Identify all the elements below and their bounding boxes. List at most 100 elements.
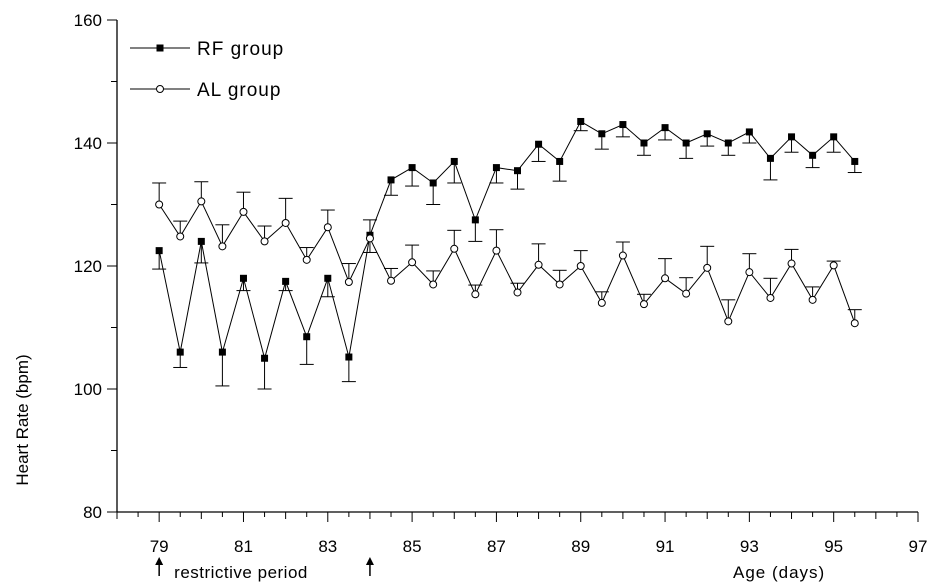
rf-group-data-point	[197, 237, 205, 245]
y-tick-label: 160	[74, 11, 102, 30]
rf-group-data-point	[324, 274, 332, 282]
al-group-error-bar	[278, 197, 293, 223]
al-group-data-point	[197, 197, 206, 206]
rf-group-data-point	[239, 274, 247, 282]
rf-group-data-point	[809, 151, 817, 159]
al-group-data-point	[745, 268, 754, 277]
al-group-data-point	[471, 290, 480, 299]
y-tick-label: 140	[74, 134, 102, 153]
al-group-data-point	[618, 251, 627, 260]
rf-group-data-point	[703, 130, 711, 138]
y-tick-label: 100	[74, 380, 102, 399]
series-lines-layer	[158, 120, 856, 361]
al-group-series-line	[158, 200, 856, 324]
restrictive-period-label: restrictive period	[174, 563, 308, 582]
rf-group-data-point	[851, 157, 859, 165]
al-group-data-point	[302, 255, 311, 264]
rf-group-data-point	[176, 348, 184, 356]
rf-group-data-point	[450, 157, 458, 165]
rf-group-data-point	[218, 348, 226, 356]
legend-marker	[156, 44, 164, 52]
rf-group-data-point	[345, 353, 353, 361]
al-group-data-point	[176, 232, 185, 241]
rf-group-data-point	[619, 121, 627, 129]
x-tick-label: 89	[571, 537, 590, 556]
al-group-data-point	[850, 319, 859, 328]
al-group-data-point	[555, 280, 564, 289]
al-group-data-point	[387, 276, 396, 285]
rf-group-error-bar	[447, 161, 462, 184]
rf-group-data-point	[830, 133, 838, 141]
x-tick-label: 97	[909, 537, 928, 556]
rf-group-data-point	[556, 157, 564, 165]
x-tick-label: 79	[150, 537, 169, 556]
rf-group-data-point	[535, 140, 543, 148]
axes-layer: 79 81 83 85 87 89 91 93 95 97 80 100 120 140 160	[74, 11, 928, 556]
al-group-data-point	[155, 200, 164, 209]
rf-group-error-bar	[194, 241, 209, 264]
x-tick-label: 87	[487, 537, 506, 556]
rf-group-error-bar	[215, 352, 230, 387]
rf-group-data-point	[429, 179, 437, 187]
rf-group-data-point	[682, 139, 690, 147]
al-group-data-point	[323, 223, 332, 232]
legend-entry-al-group: AL group	[130, 80, 281, 101]
al-group-data-point	[724, 317, 733, 326]
al-group-data-point	[597, 298, 606, 307]
al-group-data-point	[639, 300, 648, 309]
rf-group-error-bar	[257, 358, 272, 390]
x-tick-label: 93	[740, 537, 759, 556]
rf-group-data-point	[766, 154, 774, 162]
arrow-head	[365, 557, 374, 565]
arrow-head	[155, 557, 164, 565]
x-axis-title: Age (days)	[733, 563, 825, 582]
al-group-data-point	[766, 293, 775, 302]
y-tick-label: 120	[74, 257, 102, 276]
legend-marker	[156, 85, 164, 93]
rf-group-data-point	[492, 164, 500, 172]
y-tick-label: 80	[83, 503, 102, 522]
al-group-data-point	[492, 246, 501, 255]
rf-group-error-bar	[763, 158, 778, 181]
rf-group-data-point	[471, 216, 479, 224]
al-group-data-point	[808, 295, 817, 304]
al-group-data-point	[703, 263, 712, 272]
restrictive-period-annotation: restrictive period	[155, 557, 374, 582]
al-group-data-point	[218, 242, 227, 251]
al-group-data-point	[260, 237, 269, 246]
al-group-data-point	[365, 234, 374, 243]
rf-group-data-point	[408, 164, 416, 172]
legend-label: RF group	[197, 39, 284, 60]
legend: RF group AL group	[130, 39, 284, 101]
al-group-data-point	[429, 280, 438, 289]
x-tick-label: 83	[318, 537, 337, 556]
al-group-data-point	[344, 277, 353, 286]
period-end-arrow	[365, 557, 374, 576]
al-group-data-point	[787, 259, 796, 268]
x-tick-label: 81	[234, 537, 253, 556]
al-group-data-point	[682, 289, 691, 298]
rf-group-data-point	[282, 277, 290, 285]
period-start-arrow	[155, 557, 164, 576]
al-group-data-point	[281, 218, 290, 227]
rf-group-series-line	[158, 120, 856, 361]
legend-label: AL group	[197, 80, 281, 101]
rf-group-data-point	[577, 117, 585, 125]
rf-group-data-point	[155, 247, 163, 255]
rf-group-error-bar	[426, 182, 441, 205]
rf-group-data-point	[303, 333, 311, 341]
rf-group-data-point	[514, 167, 521, 175]
x-tick-label: 85	[403, 537, 422, 556]
rf-group-data-point	[387, 176, 395, 184]
al-group-data-point	[576, 262, 585, 270]
al-group-data-point	[408, 258, 417, 267]
al-group-data-point	[513, 288, 522, 297]
error-bars-layer	[152, 121, 862, 390]
rf-group-data-point	[640, 139, 648, 147]
rf-group-error-bar	[468, 219, 483, 242]
rf-group-data-point	[788, 133, 796, 141]
al-group-data-point	[661, 274, 670, 283]
x-tick-label: 91	[656, 537, 675, 556]
al-group-data-point	[534, 260, 543, 269]
